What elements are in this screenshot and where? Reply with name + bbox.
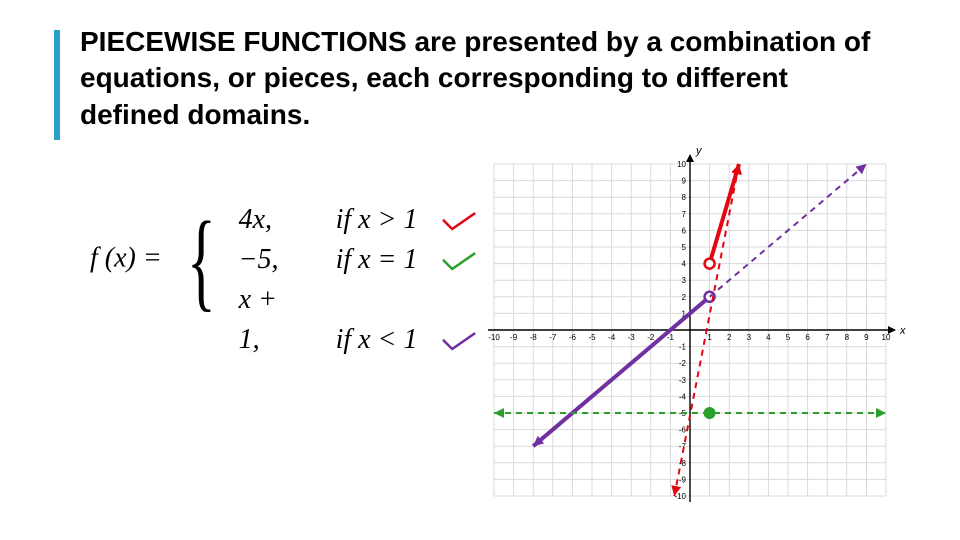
svg-text:10: 10 [677,160,686,169]
svg-text:-2: -2 [647,333,655,342]
svg-text:-4: -4 [679,392,687,401]
svg-text:1: 1 [707,333,712,342]
svg-text:-8: -8 [530,333,538,342]
accent-bar [54,30,60,140]
svg-text:-6: -6 [569,333,577,342]
svg-text:7: 7 [825,333,830,342]
svg-text:9: 9 [682,177,687,186]
svg-text:-7: -7 [549,333,557,342]
svg-text:x: x [899,325,906,337]
case-row: x + 1, if x < 1 [239,280,477,320]
svg-text:-6: -6 [679,426,687,435]
brace-icon: { [187,215,216,305]
case-condition: if x < 1 [336,320,418,360]
svg-text:2: 2 [727,333,732,342]
svg-text:9: 9 [864,333,869,342]
case-row: 4x, if x > 1 [239,200,477,240]
piecewise-graph: -10-9-8-7-6-5-4-3-2-112345678910-10-9-8-… [470,140,910,520]
svg-text:-3: -3 [679,376,687,385]
svg-text:3: 3 [747,333,752,342]
case-condition: if x > 1 [336,200,418,240]
slide-title: PIECEWISE FUNCTIONS are presented by a c… [80,24,880,133]
case-condition: if x = 1 [336,240,418,280]
slide: PIECEWISE FUNCTIONS are presented by a c… [0,0,960,540]
svg-text:7: 7 [682,210,687,219]
case-piece: −5, [239,240,299,280]
case-piece: 4x, [239,200,299,240]
case-row: −5, if x = 1 [239,240,477,280]
svg-text:4: 4 [766,333,771,342]
piecewise-equation: f (x) = { 4x, if x > 1 −5, if x = 1 x + … [90,200,476,320]
svg-text:-1: -1 [679,343,687,352]
svg-text:-4: -4 [608,333,616,342]
svg-text:6: 6 [682,226,687,235]
svg-text:5: 5 [786,333,791,342]
svg-text:-9: -9 [510,333,518,342]
svg-text:4: 4 [682,260,687,269]
svg-text:8: 8 [682,193,687,202]
svg-text:5: 5 [682,243,687,252]
svg-text:8: 8 [845,333,850,342]
svg-text:y: y [695,145,703,157]
svg-text:-3: -3 [628,333,636,342]
svg-text:-2: -2 [679,359,687,368]
svg-text:2: 2 [682,293,687,302]
svg-text:-9: -9 [679,475,687,484]
svg-text:-10: -10 [488,333,500,342]
svg-text:6: 6 [805,333,810,342]
svg-text:3: 3 [682,276,687,285]
case-piece: x + 1, [239,280,299,360]
svg-text:10: 10 [882,333,891,342]
equation-lhs: f (x) = [90,242,162,273]
svg-text:-5: -5 [588,333,596,342]
